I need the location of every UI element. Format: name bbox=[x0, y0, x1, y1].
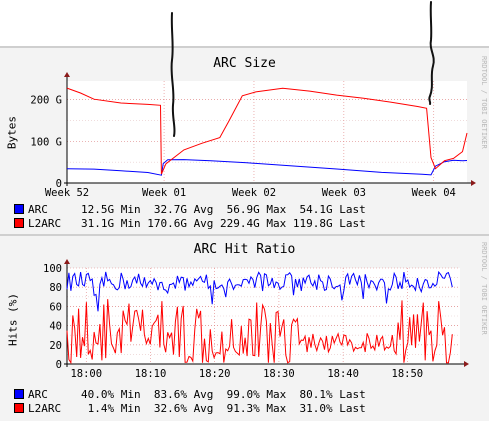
chart-title: ARC Hit Ratio bbox=[193, 242, 296, 257]
y-tick-label: 100 bbox=[43, 263, 62, 275]
x-tick-label: Week 52 bbox=[45, 187, 89, 199]
x-tick-label: Week 04 bbox=[412, 187, 456, 199]
x-tick-label: Week 02 bbox=[232, 187, 276, 199]
legend-row-l2arc: L2ARC 1.4% Min 32.6% Avg 91.3% Max 31.0%… bbox=[14, 402, 366, 415]
arc-hit-ratio-chart: 18:00 18:10 18:20 18:30 18:40 18:50 0 20 40 60 80 1… bbox=[43, 259, 469, 380]
y-tick-label: 20 bbox=[49, 340, 62, 352]
legend-text-l2arc: L2ARC 1.4% Min 32.6% Avg 91.3% Max 31.0%… bbox=[28, 402, 366, 415]
y-tick-label: 100 G bbox=[30, 136, 62, 148]
y-tick-label: 0 bbox=[56, 359, 62, 371]
series-line-l2arc bbox=[66, 87, 468, 175]
legend-row-l2arc: L2ARC 31.1G Min 170.6G Avg 229.4G Max 11… bbox=[14, 217, 366, 230]
x-tick-label: 18:50 bbox=[392, 368, 424, 380]
x-tick-label: Week 01 bbox=[142, 187, 186, 199]
x-axis-arrow bbox=[464, 361, 469, 367]
y-tick-label: 40 bbox=[49, 321, 62, 333]
arc-size-chart: Week 52 Week 01 Week 02 Week 03 Week 04 0 100 … bbox=[30, 72, 476, 199]
y-tick-label: 0 bbox=[56, 178, 62, 190]
y-axis-arrow bbox=[64, 259, 70, 264]
y-axis-arrow bbox=[64, 72, 70, 77]
x-tick-label: 18:20 bbox=[199, 368, 231, 380]
plot-area bbox=[67, 81, 467, 183]
x-tick-label: 18:40 bbox=[327, 368, 359, 380]
legend-swatch-arc bbox=[14, 204, 24, 214]
legend-text-l2arc: L2ARC 31.1G Min 170.6G Avg 229.4G Max 11… bbox=[28, 217, 366, 230]
series-line-l2arc bbox=[66, 299, 453, 365]
y-tick-label: 60 bbox=[49, 301, 62, 313]
legend-swatch-arc bbox=[14, 389, 24, 399]
legend-text-arc: ARC 12.5G Min 32.7G Avg 56.9G Max 54.1G … bbox=[28, 203, 366, 216]
x-tick-label: 18:10 bbox=[135, 368, 167, 380]
arc-hit-ratio-panel: ARC Hit Ratio Hits (%) RRDTOOL / TOBI OE… bbox=[0, 234, 489, 421]
legend-swatch-l2arc bbox=[14, 403, 24, 413]
y-tick-label: 200 G bbox=[30, 95, 62, 107]
series-line-arc bbox=[66, 270, 453, 312]
legend-text-arc: ARC 40.0% Min 83.6% Avg 99.0% Max 80.1% … bbox=[28, 388, 366, 401]
legend-swatch-l2arc bbox=[14, 218, 24, 228]
y-tick-label: 80 bbox=[49, 282, 62, 294]
x-tick-label: 18:30 bbox=[263, 368, 295, 380]
chart-title: ARC Size bbox=[213, 56, 276, 71]
x-tick-label: Week 03 bbox=[322, 187, 366, 199]
x-axis-arrow bbox=[471, 180, 476, 186]
legend-row-arc: ARC 40.0% Min 83.6% Avg 99.0% Max 80.1% … bbox=[14, 388, 366, 401]
arc-size-panel: ARC Size Bytes RRDTOOL / TOBI OETIKER We… bbox=[0, 46, 489, 234]
legend-row-arc: ARC 12.5G Min 32.7G Avg 56.9G Max 54.1G … bbox=[14, 203, 366, 216]
x-tick-label: 18:00 bbox=[70, 368, 102, 380]
